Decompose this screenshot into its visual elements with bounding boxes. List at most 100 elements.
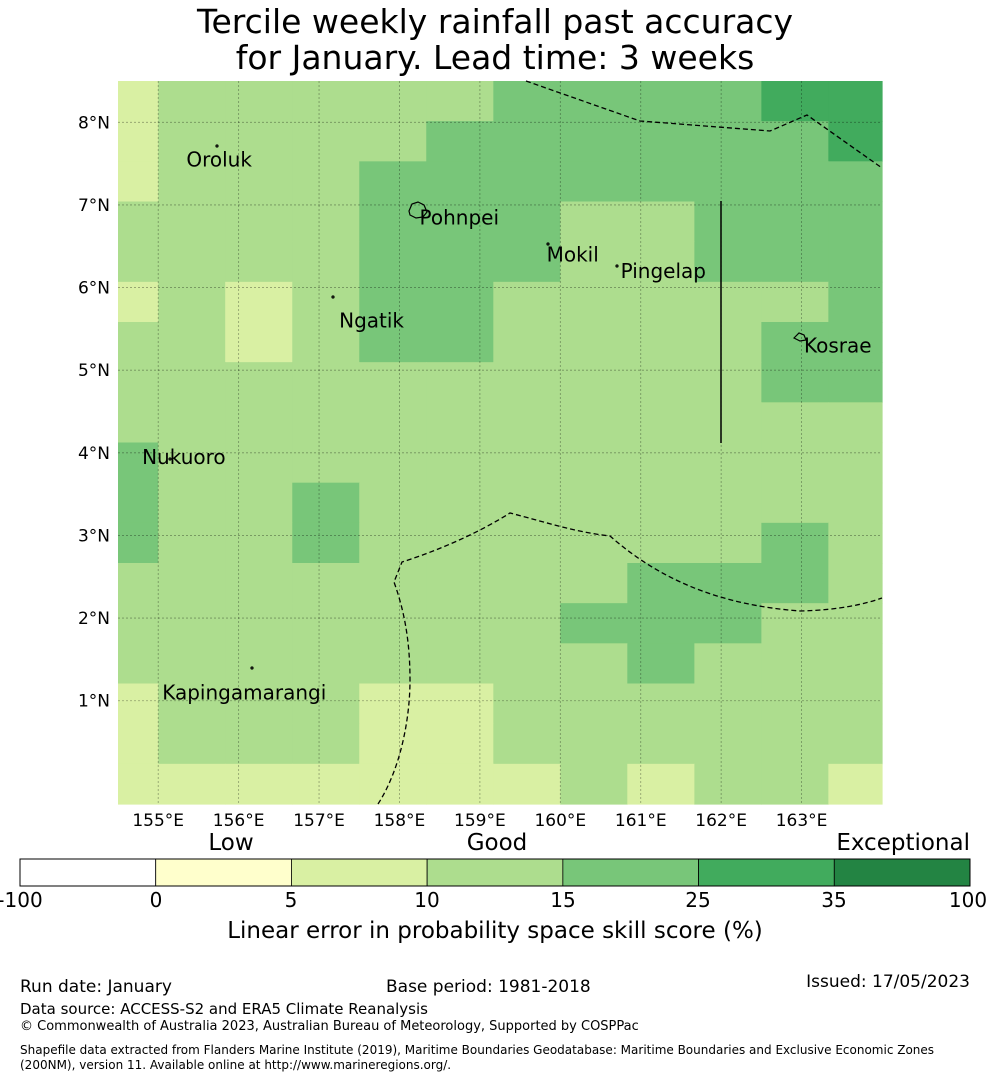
skill-cell [426,482,494,524]
lon-tick-label: 156°E [213,811,265,831]
skill-cell [828,322,883,363]
axis-labels: 155°E 156°E 157°E 158°E 159°E 160°E 161°E 162°E… [78,113,827,831]
skill-cell [158,281,226,323]
shapefile-credit-2: (200NM), version 11. Available online at… [20,1058,452,1072]
skill-cell [118,522,159,564]
skill-cell [359,121,427,162]
skill-cell [828,362,883,403]
copyright: © Commonwealth of Australia 2023, Austra… [20,1019,639,1034]
skill-cell [359,241,427,283]
skill-cell [627,522,695,564]
skill-cell [493,241,561,283]
skill-cell [118,563,159,604]
lat-tick-label: 5°N [78,361,110,381]
skill-cell [225,723,293,765]
skill-cell [426,241,494,283]
skill-cell [292,241,360,283]
skill-cell [627,81,695,122]
skill-cell [158,81,226,122]
skill-cell [292,763,360,805]
skill-cell [426,161,494,203]
skill-cell [158,683,226,725]
skill-cell [225,121,293,162]
skill-cell [694,563,762,604]
skill-cell [225,322,293,363]
skill-cell [694,362,762,403]
skill-cell [560,563,628,604]
skill-cell [426,442,494,484]
lat-tick-label: 7°N [78,196,110,216]
skill-cell [761,563,829,604]
skill-cell [828,522,883,564]
skill-cell [158,763,226,805]
skill-cell [627,322,695,363]
skill-cell [225,81,293,122]
skill-cell [560,322,628,363]
skill-cell [560,603,628,644]
skill-cell [292,563,360,604]
data-source: Data source: ACCESS-S2 and ERA5 Climate … [20,1000,428,1018]
skill-cell [493,723,561,765]
lat-tick-label: 1°N [78,692,110,712]
skill-cell [158,603,226,644]
lon-tick-label: 163°E [776,811,828,831]
skill-cell [292,362,360,403]
skill-cell [426,402,494,444]
skill-cell [118,402,159,444]
colorbar-segment [562,858,699,887]
skill-cell [828,563,883,604]
skill-cell [627,763,695,805]
skill-cell [493,281,561,323]
skill-cell [560,201,628,243]
skill-cell [627,603,695,644]
skill-cell [158,201,226,243]
skill-cell [828,281,883,323]
skill-cell [560,763,628,805]
base-period: Base period: 1981-2018 [386,977,591,997]
skill-cell [225,603,293,644]
skill-cell [627,161,695,203]
skill-cell [828,482,883,524]
skill-cell [761,121,829,162]
skill-cell [225,161,293,203]
skill-cell [828,643,883,685]
skill-cell [359,201,427,243]
colorbar-tick: 100 [948,888,988,912]
skill-cell [225,643,293,685]
skill-cell [359,442,427,484]
skill-cell [493,603,561,644]
skill-cell [761,322,829,363]
skill-cell [694,442,762,484]
lat-tick-label: 3°N [78,526,110,546]
skill-cell [225,563,293,604]
skill-cell [158,643,226,685]
skill-cell [292,121,360,162]
kosrae-island-outline [792,332,807,342]
skill-cell [493,322,561,363]
skill-cell [627,201,695,243]
skill-cell [292,482,360,524]
skill-cell [158,402,226,444]
skill-cell [359,402,427,444]
skill-cell [560,683,628,725]
skill-cell [560,402,628,444]
skill-cell [118,121,159,162]
skill-cell [426,201,494,243]
skill-cell [627,121,695,162]
lon-tick-label: 159°E [454,811,506,831]
pingelap-atoll [615,264,619,268]
lat-tick-label: 2°N [78,609,110,629]
skill-cell [118,723,159,765]
lon-tick-label: 162°E [695,811,747,831]
skill-cell [694,322,762,363]
skill-cell [694,522,762,564]
title-line-2: for January. Lead time: 3 weeks [235,38,755,78]
skill-cell [828,81,883,122]
skill-cell [761,723,829,765]
skill-cell [292,643,360,685]
skill-cell [627,241,695,283]
lon-tick-label: 158°E [374,811,426,831]
skill-cell [426,603,494,644]
skill-cell [225,281,293,323]
skill-cell [158,723,226,765]
